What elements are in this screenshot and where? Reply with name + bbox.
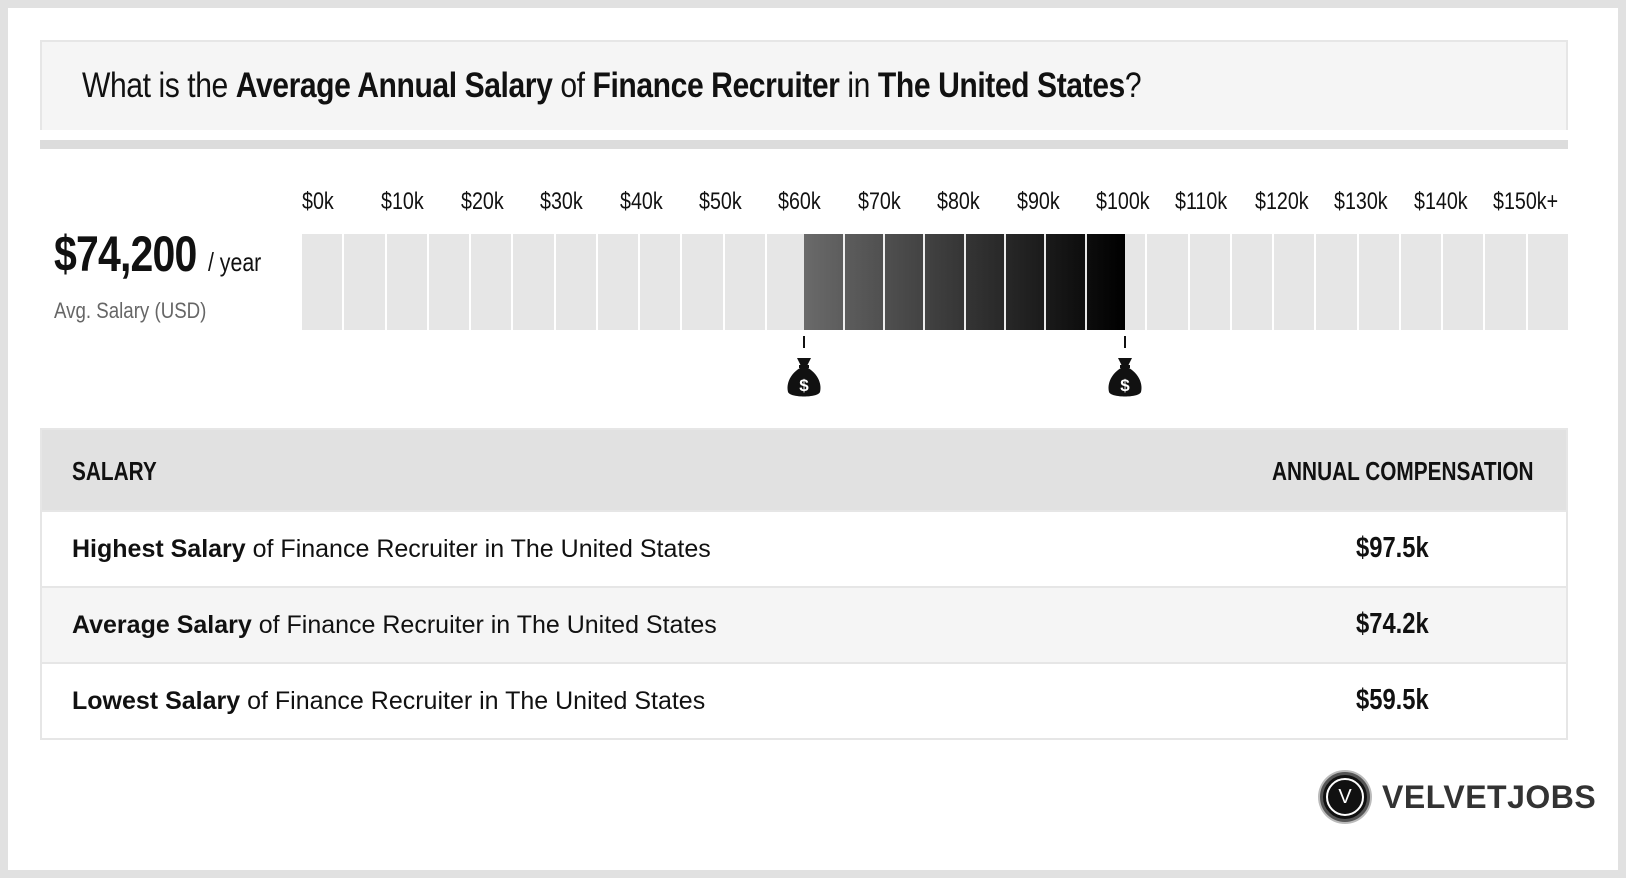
track-segment [1231, 234, 1275, 330]
track-segment [513, 234, 556, 330]
track-segment [1189, 234, 1232, 330]
track-segment [682, 234, 725, 330]
axis-tick-label: $140k [1413, 188, 1468, 215]
salary-table: SALARY ANNUAL COMPENSATION Highest Salar… [40, 428, 1568, 740]
track-segment [1527, 234, 1568, 330]
range-segment [845, 234, 885, 330]
track-segment [1274, 234, 1317, 330]
page-title: What is the Average Annual Salary of Fin… [82, 66, 1142, 105]
axis-tick-label: $150k+ [1493, 188, 1559, 215]
track-segment [1443, 234, 1486, 330]
axis-tick-label: $0k [302, 188, 334, 215]
track-segment [1400, 234, 1444, 330]
axis-tick-label: $30k [540, 188, 583, 215]
axis-tick-label: $110k [1175, 188, 1228, 215]
range-segment [1046, 234, 1087, 330]
svg-text:$: $ [1120, 376, 1130, 395]
axis-tick-label: $70k [857, 188, 901, 215]
lowest-salary-marker: $ [784, 336, 824, 402]
axis-tick-label: $130k [1334, 188, 1388, 215]
header-annual-compensation: ANNUAL COMPENSATION [1272, 456, 1534, 486]
row-label: Lowest Salary of Finance Recruiter in Th… [72, 687, 706, 715]
axis-tick-label: $10k [381, 188, 425, 215]
money-bag-icon: $ [1108, 358, 1142, 397]
track-segment [724, 234, 767, 330]
table-row: Lowest Salary of Finance Recruiter in Th… [42, 662, 1566, 738]
track-segment [1358, 234, 1401, 330]
title-panel: What is the Average Annual Salary of Fin… [40, 40, 1568, 130]
track-segment [386, 234, 429, 330]
track-segment [640, 234, 683, 330]
row-label: Highest Salary of Finance Recruiter in T… [72, 535, 711, 563]
velvetjobs-logo[interactable]: V VELVETJOBS [1320, 772, 1596, 822]
salary-axis-ticks: $0k $10k $20k $30k $40k $50k $60k $70k $80k $90k $… [302, 188, 1578, 222]
row-value: $74.2k [1356, 608, 1429, 640]
range-segment [1087, 234, 1125, 330]
logo-badge-icon: V [1320, 772, 1370, 822]
range-segment [925, 234, 966, 330]
track-segment [1147, 234, 1190, 330]
svg-text:$: $ [799, 376, 809, 395]
money-bag-icon: $ [787, 358, 821, 397]
track-segment [1485, 234, 1528, 330]
axis-tick-label: $100k [1096, 188, 1150, 215]
table-row: Highest Salary of Finance Recruiter in T… [42, 510, 1566, 586]
average-salary-label: Avg. Salary (USD) [54, 298, 207, 323]
track-segment [555, 234, 598, 330]
title-divider [40, 140, 1568, 149]
axis-tick-label: $120k [1254, 188, 1309, 215]
track-segment [344, 234, 387, 330]
row-value: $59.5k [1356, 684, 1429, 716]
track-segment [471, 234, 514, 330]
axis-tick-label: $80k [937, 188, 980, 215]
highest-salary-marker: $ [1105, 336, 1145, 402]
header-salary: SALARY [72, 456, 157, 486]
range-segment [885, 234, 926, 330]
axis-tick-label: $90k [1016, 188, 1060, 215]
salary-range-highlight [804, 234, 1125, 330]
track-segment [302, 234, 345, 330]
row-value: $97.5k [1356, 532, 1429, 564]
range-segment [966, 234, 1006, 330]
average-salary-value: $74,200/ year [54, 226, 262, 282]
range-segment [1006, 234, 1047, 330]
track-segment [766, 234, 810, 330]
track-segment [1316, 234, 1359, 330]
axis-tick-label: $40k [619, 188, 663, 215]
salary-unit: / year [207, 247, 262, 277]
row-label: Average Salary of Finance Recruiter in T… [72, 611, 717, 639]
table-header: SALARY ANNUAL COMPENSATION [42, 430, 1566, 510]
track-segment [428, 234, 472, 330]
brand-name: VELVETJOBS [1382, 778, 1597, 815]
table-row: Average Salary of Finance Recruiter in T… [42, 586, 1566, 662]
axis-tick-label: $50k [699, 188, 742, 215]
range-segment [804, 234, 845, 330]
axis-tick-label: $60k [778, 188, 822, 215]
track-segment [597, 234, 641, 330]
axis-tick-label: $20k [460, 188, 504, 215]
